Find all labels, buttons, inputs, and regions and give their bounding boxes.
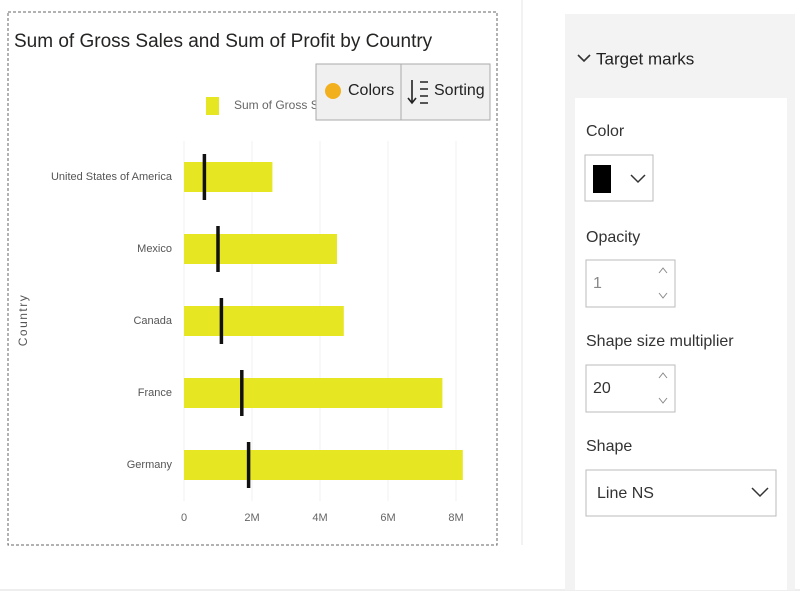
visual-border[interactable] [7, 11, 498, 546]
field-label: Shape size multiplier [586, 333, 734, 350]
input-value: 20 [593, 380, 611, 397]
x-tick-label: 8M [448, 512, 463, 524]
toolbar-bg [315, 63, 491, 121]
sorting-button[interactable]: Sorting [434, 82, 485, 99]
input-value: 1 [593, 275, 602, 292]
legend-label: Sum of Gross Sales [234, 98, 341, 112]
x-tick-label: 6M [380, 512, 395, 524]
field-label: Color [586, 123, 625, 140]
y-tick-label: Germany [127, 459, 173, 471]
format-pane: Target marks Color Opacity 1 Shape size … [565, 14, 795, 590]
x-tick-label: 2M [244, 512, 259, 524]
y-tick-label: Mexico [137, 243, 172, 255]
plot: 0 2M 4M 6M 8M United States of America Mexico C… [51, 141, 464, 524]
chart-title: Sum of Gross Sales and Sum of Profit by … [14, 31, 433, 52]
bar [184, 234, 337, 264]
opacity-input[interactable] [585, 259, 676, 308]
colors-icon[interactable] [325, 83, 341, 99]
dropdown-value: Line NS [597, 485, 654, 502]
shape-dropdown[interactable] [585, 469, 777, 517]
spinner[interactable] [658, 267, 668, 299]
size-input[interactable] [585, 364, 676, 413]
y-tick-label: United States of America [51, 171, 173, 183]
field-label: Opacity [586, 229, 640, 246]
field-label: Shape [586, 438, 632, 455]
color-swatch [593, 165, 611, 193]
section-header[interactable]: Target marks [596, 49, 694, 68]
toolbar: Colors Sorting [315, 63, 491, 121]
spinner[interactable] [658, 372, 668, 404]
dropdown-arrow [751, 487, 769, 498]
y-tick-label: Canada [133, 315, 172, 327]
chevron[interactable] [577, 54, 591, 63]
bar [184, 306, 344, 336]
y-axis-label: Country [16, 294, 30, 347]
sorting-icon[interactable] [407, 80, 428, 105]
dropdown-arrow [630, 174, 646, 184]
bar [184, 450, 463, 480]
legend-swatch [206, 97, 219, 115]
y-tick-label: France [138, 387, 172, 399]
bar [184, 162, 273, 192]
bar [184, 378, 443, 408]
colors-button[interactable]: Colors [348, 82, 394, 99]
x-tick-label: 4M [312, 512, 327, 524]
x-tick-label: 0 [181, 512, 187, 524]
